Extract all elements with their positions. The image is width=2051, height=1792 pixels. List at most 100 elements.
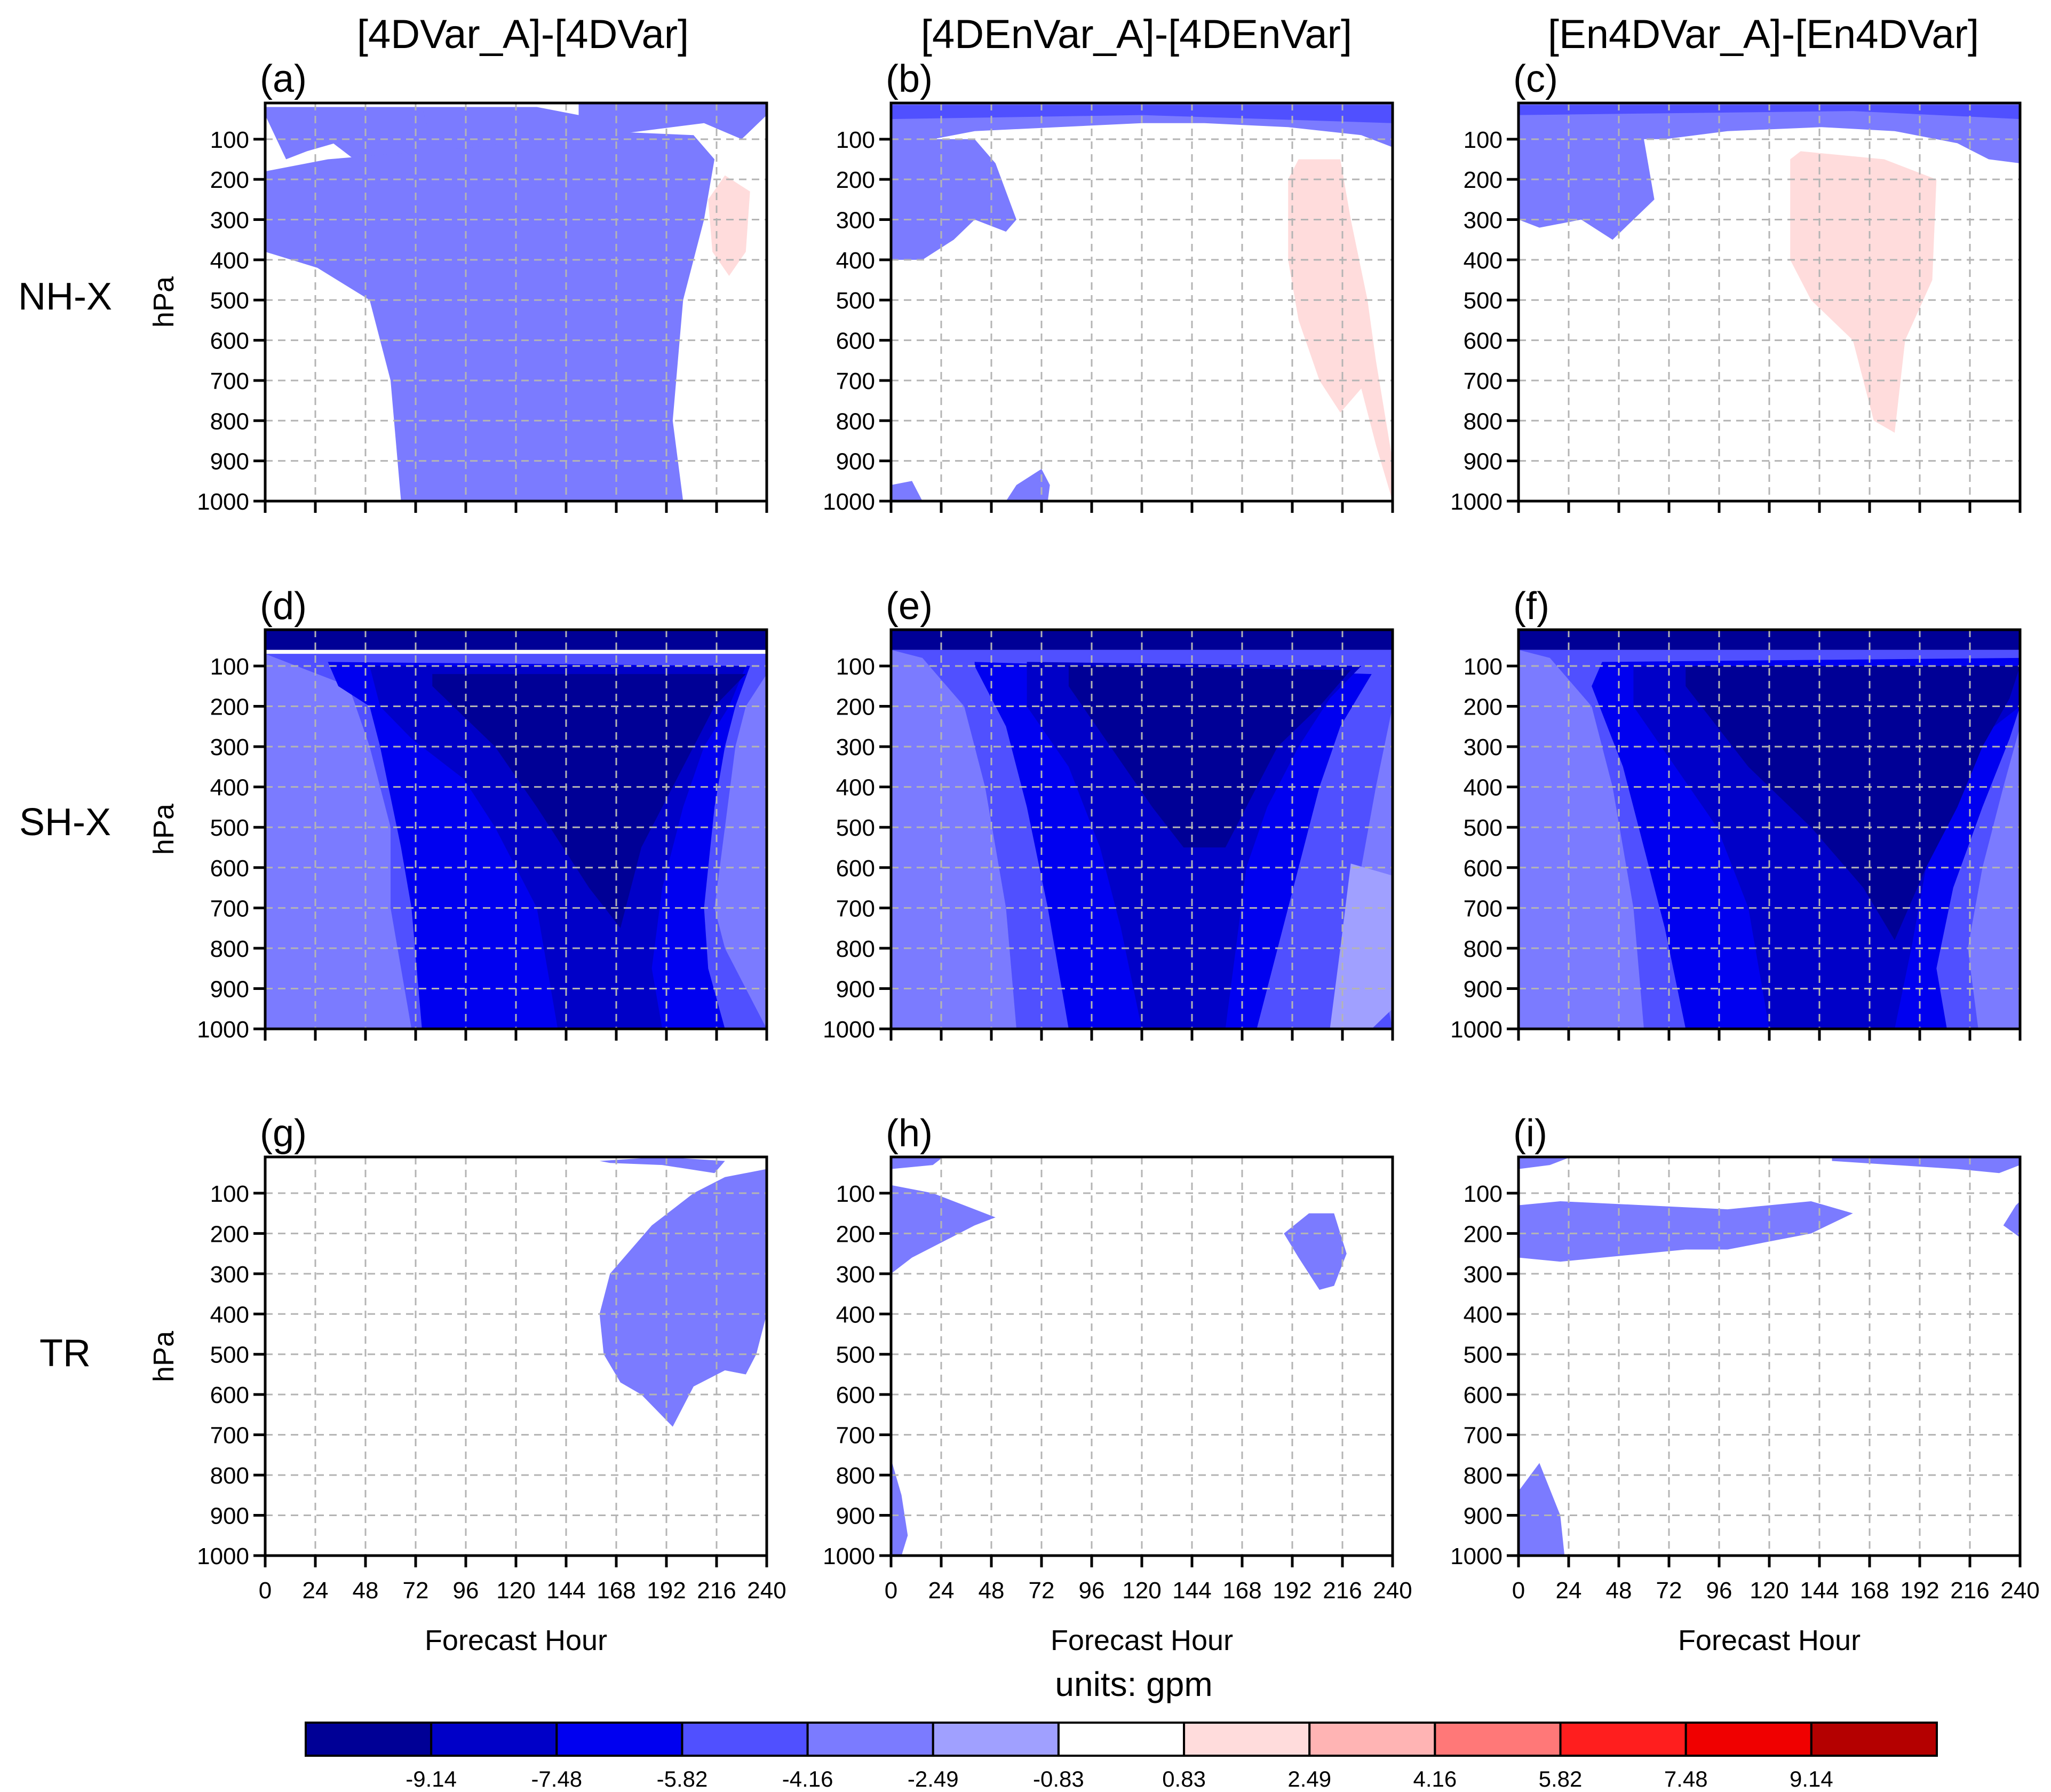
colorbar-swatch [681,1722,809,1757]
colorbar-swatch [1684,1722,1812,1757]
x-tick-label: 96 [453,1577,479,1604]
colorbar-swatch [932,1722,1060,1757]
y-tick-label: 800 [1464,936,1503,962]
colorbar-swatch [1559,1722,1687,1757]
y-tick-label: 600 [836,1382,875,1408]
y-tick-label: 700 [210,368,249,394]
y-tick-label: 100 [1464,127,1503,153]
x-tick-label: 96 [1706,1577,1732,1604]
contour-region [599,1157,725,1173]
panel-i: 100 200 300 400 500 600 700 800 900 1000 0 24 48 72 96… [1450,1155,2040,1604]
y-tick-label: 500 [836,1342,875,1368]
x-tick-label: 24 [303,1577,329,1604]
x-tick-label: 120 [1122,1577,1161,1604]
y-tick-label: 300 [210,734,249,760]
y-tick-label: 600 [210,855,249,882]
x-tick-label: 240 [747,1577,786,1604]
y-tick-label: 400 [1464,775,1503,801]
colorbar-label: -4.16 [782,1766,833,1791]
panel-c: 100 200 300 400 500 600 700 800 900 1000 [1450,101,2022,515]
colorbar-label: -2.49 [908,1766,959,1791]
contour-region [1832,1157,2020,1173]
y-tick-label: 600 [210,1382,249,1408]
y-tick-label: 300 [836,734,875,760]
contour-region [891,139,1016,260]
contour-region [265,630,767,650]
panel-f: 100 200 300 400 500 600 700 800 900 1000 [1450,628,2022,1043]
contour-region [1519,105,2020,120]
x-tick-label: 72 [1029,1577,1055,1604]
colorbar-swatch [430,1722,558,1757]
x-tick-label: 168 [1222,1577,1261,1604]
contour-region [1284,1213,1347,1290]
colorbar-label: -0.83 [1033,1766,1084,1791]
ylabel-row1: hPa [148,276,180,328]
contour-fills [1519,103,2020,433]
colorbar-label: -5.82 [657,1766,708,1791]
colorbar-label: 0.83 [1162,1766,1206,1791]
panel-label-f: (f) [1513,585,1549,628]
contour-region [708,175,750,276]
panel-d: 100 200 300 400 500 600 700 800 900 1000 [197,628,768,1043]
colorbar-swatch [1810,1722,1938,1757]
x-tick-label: 72 [1656,1577,1682,1604]
contour-fills [265,103,767,501]
column-title-2: [4DEnVar_A]-[4DEnVar] [921,12,1352,57]
y-tick-label: 700 [836,368,875,394]
colorbar-label: 7.48 [1664,1766,1708,1791]
y-tick-label: 1000 [823,1543,875,1569]
x-tick-label: 168 [1850,1577,1889,1604]
colorbar-label: 4.16 [1413,1766,1457,1791]
y-tick-label: 100 [1464,654,1503,680]
x-tick-label: 120 [1750,1577,1788,1604]
x-tick-label: 216 [1950,1577,1989,1604]
contour-region [265,107,433,160]
x-tick-label: 144 [546,1577,585,1604]
colorbar-label: 9.14 [1790,1766,1833,1791]
y-tick-label: 1000 [1450,1543,1503,1569]
y-tick-label: 200 [836,1221,875,1247]
y-tick-label: 300 [836,208,875,234]
ylabel-row3: hPa [148,1330,180,1382]
y-tick-label: 800 [1464,408,1503,434]
y-tick-label: 400 [210,1302,249,1328]
x-tick-label: 192 [1273,1577,1311,1604]
y-tick-label: 800 [836,1463,875,1489]
y-tick-label: 500 [836,288,875,314]
y-tick-label: 1000 [197,489,249,515]
contour-region [1519,103,2020,240]
y-tick-label: 1000 [197,1017,249,1043]
contour-region [265,131,715,501]
y-tick-label: 500 [1464,1342,1503,1368]
y-tick-label: 900 [210,976,249,1002]
y-tick-label: 400 [1464,1302,1503,1328]
panel-h: 100 200 300 400 500 600 700 800 900 1000 0 24 48 72 96… [823,1155,1412,1604]
x-tick-label: 48 [979,1577,1005,1604]
y-tick-label: 1000 [1450,1017,1503,1043]
y-tick-label: 100 [836,127,875,153]
y-tick-label: 200 [1464,167,1503,193]
contour-region [891,630,1393,650]
y-tick-label: 800 [836,408,875,434]
y-tick-label: 800 [1464,1463,1503,1489]
colorbar-swatch [1308,1722,1436,1757]
contour-region [1519,1201,1853,1262]
contour-region [891,1458,908,1556]
x-tick-label: 0 [259,1577,272,1604]
colorbar-swatch [1434,1722,1562,1757]
row-label-3: TR [39,1332,91,1375]
xlabel-col2: Forecast Hour [1051,1624,1233,1656]
y-tick-label: 400 [210,775,249,801]
y-tick-label: 300 [836,1262,875,1288]
contour-fills [891,1157,1347,1556]
y-tick-label: 700 [210,895,249,922]
colorbar-swatch [806,1722,934,1757]
y-tick-label: 700 [1464,1423,1503,1449]
y-tick-label: 800 [210,408,249,434]
y-tick-label: 900 [210,449,249,475]
contour-region [891,1185,996,1274]
y-tick-label: 500 [210,288,249,314]
y-tick-label: 700 [1464,895,1503,922]
contour-fills [265,630,767,1029]
